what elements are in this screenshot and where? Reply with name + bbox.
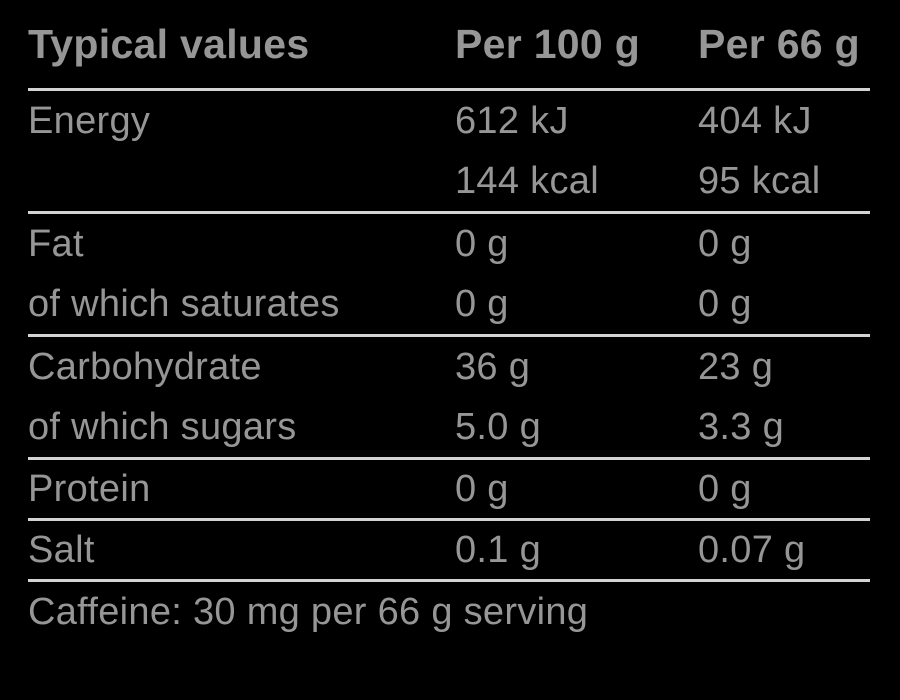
table-row-energy: Energy 612 kJ 144 kcal 404 kJ 95 kcal [28,91,870,211]
table-header-row: Typical values Per 100 g Per 66 g [28,0,870,88]
divider [28,211,870,214]
value-per-66g: 0 g [698,283,752,325]
value-per-66g: 23 g [698,346,774,388]
table-row-carbohydrate: Carbohydrate 36 g 23 g [28,337,870,397]
value-per-66g: 0 g [698,223,752,265]
column-header-typical-values: Typical values [28,20,310,67]
column-header-per-100g: Per 100 g [455,20,641,67]
caffeine-footnote: Caffeine: 30 mg per 66 g serving [28,582,870,642]
value-per-100g: 612 kJ 144 kcal [455,100,599,202]
divider [28,457,870,460]
value-per-66g: 0.07 g [698,529,806,571]
nutrition-table: Typical values Per 100 g Per 66 g Energy… [28,0,870,642]
row-label: Salt [28,529,95,571]
value-per-66g: 3.3 g [698,406,785,448]
value-per-66g: 404 kJ 95 kcal [698,100,821,202]
row-label: Carbohydrate [28,346,262,388]
divider [28,334,870,337]
divider [28,88,870,91]
footnote-text: Caffeine: 30 mg per 66 g serving [28,591,589,633]
row-label: of which saturates [28,283,340,325]
row-label: of which sugars [28,406,297,448]
row-label: Energy [28,100,151,142]
divider [28,579,870,582]
value-per-100g: 36 g [455,346,531,388]
table-row-salt: Salt 0.1 g 0.07 g [28,521,870,579]
value-per-100g: 0 g [455,283,509,325]
value-per-66g: 0 g [698,468,752,510]
divider [28,518,870,521]
column-header-per-66g: Per 66 g [698,20,860,67]
value-per-100g: 0 g [455,468,509,510]
row-label: Fat [28,223,84,265]
table-row-protein: Protein 0 g 0 g [28,460,870,518]
table-row-sugars: of which sugars 5.0 g 3.3 g [28,397,870,457]
row-label: Protein [28,468,151,510]
value-per-100g: 0.1 g [455,529,542,571]
table-row-saturates: of which saturates 0 g 0 g [28,274,870,334]
value-per-100g: 5.0 g [455,406,542,448]
table-row-fat: Fat 0 g 0 g [28,214,870,274]
value-per-100g: 0 g [455,223,509,265]
